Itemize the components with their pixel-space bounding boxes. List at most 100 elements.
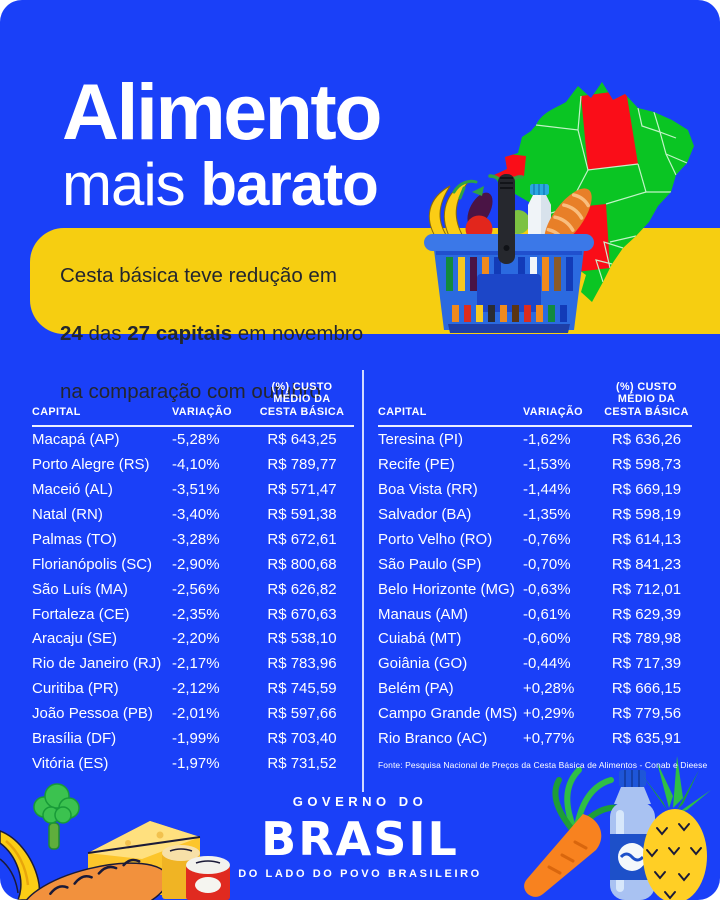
table-row: Palmas (TO) -3,28% R$ 672,61 xyxy=(32,527,354,552)
capital-cell: Vitória (ES) xyxy=(32,755,109,773)
shopping-basket-icon xyxy=(424,174,594,333)
cost-cell: R$ 841,23 xyxy=(611,555,682,573)
source-note: Fonte: Pesquisa Nacional de Preços da Ce… xyxy=(378,760,708,771)
capital-cell: Natal (RN) xyxy=(32,505,103,523)
header-variation: VARIAÇÃO xyxy=(523,406,583,418)
table-row: Natal (RN) -3,40% R$ 591,38 xyxy=(32,502,354,527)
cost-cell: R$ 614,13 xyxy=(611,530,682,548)
capital-cell: Manaus (AM) xyxy=(378,605,469,623)
cost-cell: R$ 672,61 xyxy=(267,530,337,548)
table-row: Recife (PE) -1,53% R$ 598,73 xyxy=(378,452,692,477)
capital-cell: João Pessoa (PB) xyxy=(32,705,153,723)
cost-cell: R$ 538,10 xyxy=(267,630,337,648)
capital-cell: Brasília (DF) xyxy=(32,730,117,748)
table-row: Boa Vista (RR) -1,44% R$ 669,19 xyxy=(378,477,692,502)
basket-label-plate xyxy=(477,274,541,312)
map-country-shape xyxy=(494,82,694,302)
variation-cell: -0,60% xyxy=(523,630,571,648)
capital-cell: Cuiabá (MT) xyxy=(378,630,462,648)
cost-cell: R$ 789,98 xyxy=(611,630,682,648)
cost-cell: R$ 717,39 xyxy=(611,655,682,673)
cost-cell: R$ 669,19 xyxy=(611,480,682,498)
column-divider xyxy=(362,370,364,792)
table-row: Manaus (AM) -0,61% R$ 629,39 xyxy=(378,602,692,627)
basket-base xyxy=(448,324,570,333)
table-row: Belém (PA) +0,28% R$ 666,15 xyxy=(378,676,692,701)
cost-cell: R$ 598,73 xyxy=(611,455,682,473)
cost-cell: R$ 626,82 xyxy=(267,580,337,598)
table-row: Vitória (ES) -1,97% R$ 731,52 xyxy=(32,751,354,776)
header-capital: CAPITAL xyxy=(378,406,427,418)
eggplant-leaf xyxy=(472,186,484,196)
variation-cell: -0,44% xyxy=(523,655,571,673)
capital-cell: Macapá (AP) xyxy=(32,430,120,448)
cost-cell: R$ 703,40 xyxy=(267,730,337,748)
table-row: Aracaju (SE) -2,20% R$ 538,10 xyxy=(32,627,354,652)
variation-cell: -5,28% xyxy=(172,430,220,448)
capital-cell: Rio de Janeiro (RJ) xyxy=(32,655,162,673)
variation-cell: -2,90% xyxy=(172,555,220,573)
capital-cell: Fortaleza (CE) xyxy=(32,605,130,623)
table-rows-right: Teresina (PI) -1,62% R$ 636,26 Recife (P… xyxy=(378,427,692,751)
capital-cell: Palmas (TO) xyxy=(32,530,117,548)
table-row: Belo Horizonte (MG) -0,63% R$ 712,01 xyxy=(378,577,692,602)
cost-cell: R$ 712,01 xyxy=(611,580,682,598)
variation-cell: -3,40% xyxy=(172,505,220,523)
variation-cell: -1,97% xyxy=(172,755,220,773)
table-left: CAPITAL VARIAÇÃO (%) CUSTO MÉDIO DA CEST… xyxy=(32,380,354,776)
capital-cell: Belo Horizonte (MG) xyxy=(378,580,515,598)
page-title: Alimento mais barato xyxy=(62,72,382,215)
table-row: João Pessoa (PB) -2,01% R$ 597,66 xyxy=(32,701,354,726)
brasil-logo: BRASIL xyxy=(261,812,459,866)
table-row: Campo Grande (MS) +0,29% R$ 779,56 xyxy=(378,701,692,726)
cost-cell: R$ 745,59 xyxy=(267,680,337,698)
basket-slots-bottom xyxy=(452,305,567,322)
cost-cell: R$ 670,63 xyxy=(267,605,337,623)
banana-icon xyxy=(0,830,41,900)
capital-cell: São Luís (MA) xyxy=(32,580,128,598)
table-row: Porto Alegre (RS) -4,10% R$ 789,77 xyxy=(32,452,354,477)
variation-cell: -2,17% xyxy=(172,655,220,673)
brand-tagline: DO LADO DO POVO BRASILEIRO xyxy=(238,868,482,880)
table-row: Maceió (AL) -3,51% R$ 571,47 xyxy=(32,477,354,502)
capital-cell: Teresina (PI) xyxy=(378,430,464,448)
table-row: Goiânia (GO) -0,44% R$ 717,39 xyxy=(378,651,692,676)
capital-cell: Aracaju (SE) xyxy=(32,630,118,648)
pineapple-icon xyxy=(643,809,707,900)
capital-cell: Boa Vista (RR) xyxy=(378,480,478,498)
table-row: Macapá (AP) -5,28% R$ 643,25 xyxy=(32,427,354,452)
basket-handle-ridges xyxy=(500,177,513,189)
header-capital: CAPITAL xyxy=(32,406,81,418)
table-row: Salvador (BA) -1,35% R$ 598,19 xyxy=(378,502,692,527)
cost-cell: R$ 629,39 xyxy=(611,605,682,623)
capital-cell: Florianópolis (SC) xyxy=(32,555,153,573)
basket-handle xyxy=(498,174,515,264)
cost-cell: R$ 779,56 xyxy=(611,705,682,723)
table-right: CAPITAL VARIAÇÃO (%) CUSTO MÉDIO DA CEST… xyxy=(378,380,708,779)
baguette-scores xyxy=(546,193,590,243)
variation-cell: -0,63% xyxy=(523,580,571,598)
table-row: Curitiba (PR) -2,12% R$ 745,59 xyxy=(32,676,354,701)
basket-handle-rivet xyxy=(503,245,510,251)
table-row: Fortaleza (CE) -2,35% R$ 670,63 xyxy=(32,602,354,627)
variation-cell: -1,53% xyxy=(523,455,571,473)
cost-cell: R$ 731,52 xyxy=(267,755,337,773)
variation-cell: -1,35% xyxy=(523,505,571,523)
cost-cell: R$ 591,38 xyxy=(267,505,337,523)
variation-cell: -0,70% xyxy=(523,555,571,573)
header-cost: (%) CUSTO MÉDIO DA CESTA BÁSICA xyxy=(604,380,689,418)
table-header: CAPITAL VARIAÇÃO (%) CUSTO MÉDIO DA CEST… xyxy=(32,380,354,427)
variation-cell: +0,29% xyxy=(523,705,575,723)
capital-cell: Rio Branco (AC) xyxy=(378,730,488,748)
cost-cell: R$ 597,66 xyxy=(267,705,337,723)
capital-cell: Porto Alegre (RS) xyxy=(32,455,150,473)
variation-cell: -2,01% xyxy=(172,705,220,723)
table-row: Teresina (PI) -1,62% R$ 636,26 xyxy=(378,427,692,452)
capital-cell: Recife (PE) xyxy=(378,455,455,473)
header-cost: (%) CUSTO MÉDIO DA CESTA BÁSICA xyxy=(259,380,345,418)
capital-cell: Belém (PA) xyxy=(378,680,454,698)
cost-cell: R$ 783,96 xyxy=(267,655,337,673)
variation-cell: -0,61% xyxy=(523,605,571,623)
capital-cell: Campo Grande (MS) xyxy=(378,705,518,723)
cost-cell: R$ 643,25 xyxy=(267,430,337,448)
